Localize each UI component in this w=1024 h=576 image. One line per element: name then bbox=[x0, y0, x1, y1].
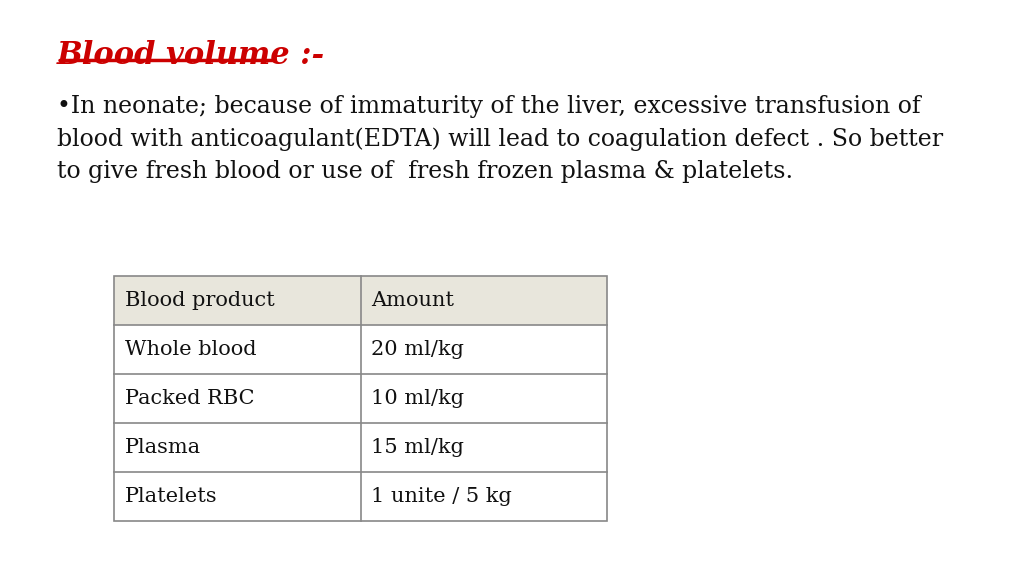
Text: 15 ml/kg: 15 ml/kg bbox=[372, 438, 464, 457]
FancyBboxPatch shape bbox=[115, 374, 360, 423]
FancyBboxPatch shape bbox=[360, 472, 607, 521]
FancyBboxPatch shape bbox=[360, 374, 607, 423]
Text: Blood product: Blood product bbox=[125, 291, 274, 310]
FancyBboxPatch shape bbox=[115, 423, 360, 472]
Text: 10 ml/kg: 10 ml/kg bbox=[372, 389, 464, 408]
Text: 20 ml/kg: 20 ml/kg bbox=[372, 340, 464, 359]
Text: Blood volume :-: Blood volume :- bbox=[57, 40, 326, 71]
FancyBboxPatch shape bbox=[360, 276, 607, 325]
Text: 1 unite / 5 kg: 1 unite / 5 kg bbox=[372, 487, 512, 506]
FancyBboxPatch shape bbox=[360, 325, 607, 374]
FancyBboxPatch shape bbox=[115, 276, 360, 325]
Text: Plasma: Plasma bbox=[125, 438, 201, 457]
Text: Packed RBC: Packed RBC bbox=[125, 389, 254, 408]
FancyBboxPatch shape bbox=[115, 325, 360, 374]
Text: •In neonate; because of immaturity of the liver, excessive transfusion of
blood : •In neonate; because of immaturity of th… bbox=[57, 95, 943, 183]
FancyBboxPatch shape bbox=[360, 423, 607, 472]
Text: Whole blood: Whole blood bbox=[125, 340, 256, 359]
Text: Amount: Amount bbox=[372, 291, 455, 310]
Text: Platelets: Platelets bbox=[125, 487, 217, 506]
FancyBboxPatch shape bbox=[115, 472, 360, 521]
